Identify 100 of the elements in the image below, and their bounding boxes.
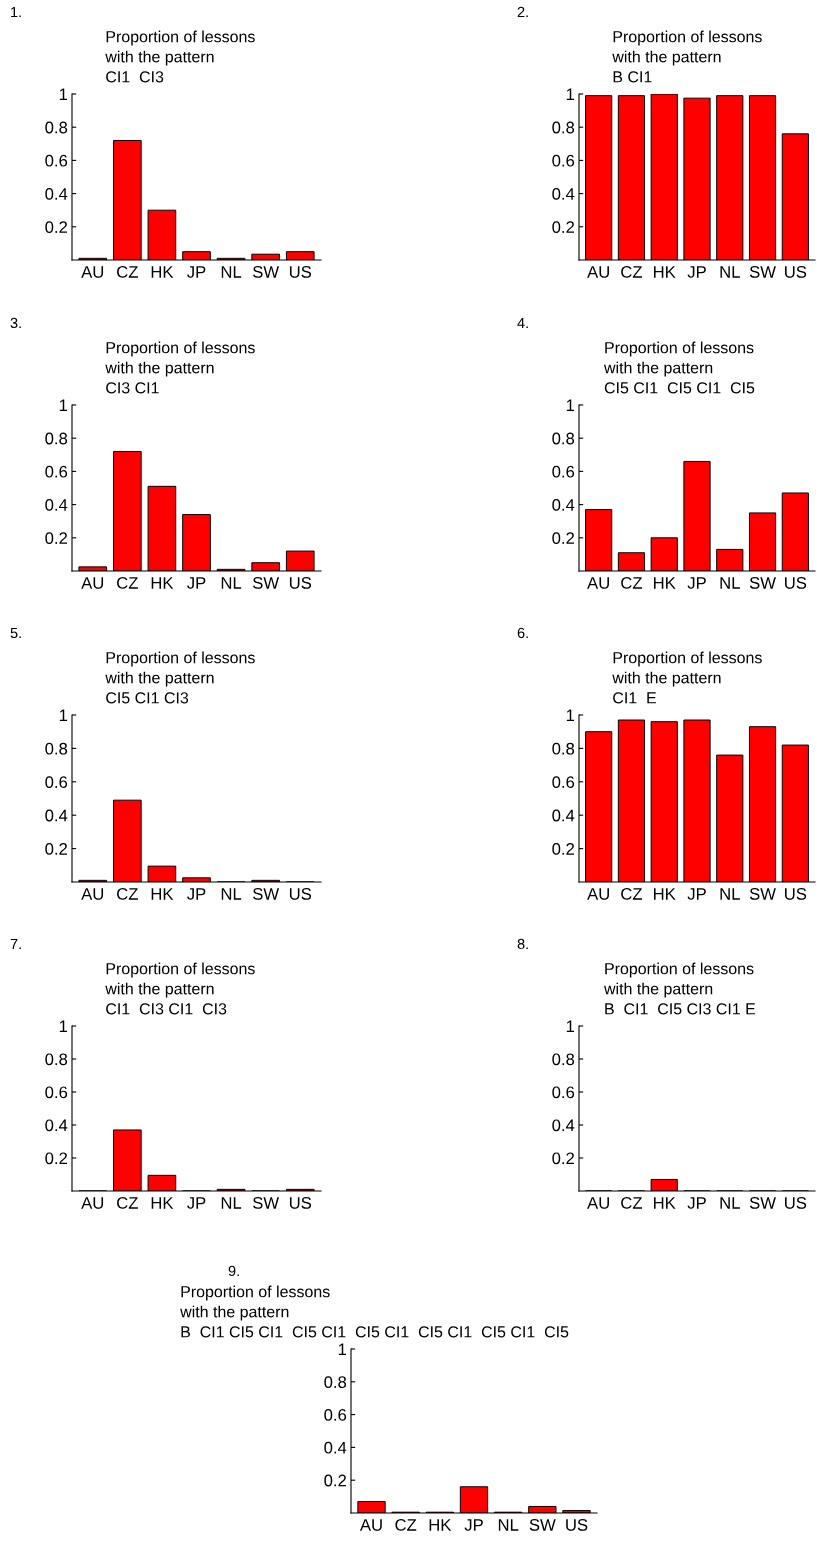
- x-tick-label: JP: [187, 577, 206, 589]
- y-tick-label: 0.6: [552, 776, 575, 788]
- text: 6.: [517, 627, 528, 639]
- y-tick-label: 1: [566, 399, 575, 412]
- y-tick-label: 0.2: [45, 532, 67, 544]
- y-tick-label: 0.6: [324, 1409, 347, 1421]
- x-tick-label: SW: [749, 1197, 776, 1209]
- y-tick-label: 0.4: [324, 1441, 347, 1454]
- y-tick-label: 1: [338, 1343, 347, 1356]
- chart-title: Proportion of lessons with the pattern B CI1 CI5 CI3 CI1 E: [603, 962, 756, 1015]
- x-tick-label: JP: [687, 266, 706, 278]
- y-tick-label: 0.2: [45, 221, 67, 233]
- y-tick-label: 0.8: [45, 742, 68, 755]
- chart-title: Proportion of lessons with the pattern CI1 CI3: [105, 30, 255, 83]
- y-tick-label: 0.2: [552, 1152, 574, 1165]
- text: 4.: [517, 317, 528, 328]
- y-tick-label: 0.8: [45, 432, 68, 445]
- chart-title: Proportion of lessons with the pattern B CI1 CI5 CI1 CI5 CI1 CI5 CI1 CI5 CI1 CI5 CI1 CI5: [180, 1285, 569, 1338]
- x-tick-label: JP: [464, 1519, 483, 1531]
- x-tick-label: JP: [187, 1197, 206, 1209]
- x-tick-label: CZ: [117, 266, 138, 278]
- y-tick-label: 0.2: [45, 843, 67, 855]
- y-tick-label: 0.8: [45, 121, 68, 134]
- x-tick-label: AU: [587, 577, 609, 589]
- x-tick-label: US: [785, 888, 807, 900]
- text: 9.: [228, 1265, 239, 1277]
- y-tick-label: 0.2: [45, 1152, 67, 1165]
- x-tick-label: HK: [654, 577, 676, 589]
- text: 2.: [517, 6, 528, 17]
- y-tick-label: 0.6: [45, 776, 68, 788]
- text: 7.: [10, 938, 21, 949]
- x-tick-label: NL: [221, 1197, 242, 1209]
- x-tick-label: AU: [81, 266, 104, 278]
- x-tick-label: US: [289, 577, 312, 589]
- x-tick-label: SW: [749, 266, 776, 278]
- y-tick-label: 0.8: [552, 1053, 575, 1066]
- x-tick-label: US: [785, 577, 807, 589]
- y-tick-label: 0.8: [552, 742, 575, 755]
- y-tick-label: 0.4: [552, 1119, 575, 1132]
- x-tick-label: AU: [587, 888, 609, 900]
- y-tick-label: 1: [59, 399, 68, 412]
- x-tick-label: NL: [720, 1197, 740, 1209]
- x-tick-label: AU: [587, 266, 609, 278]
- x-tick-label: JP: [187, 266, 206, 278]
- x-tick-label: NL: [221, 888, 242, 900]
- y-tick-label: 0.8: [45, 1053, 68, 1066]
- x-tick-label: CZ: [621, 1197, 643, 1209]
- x-tick-label: CZ: [621, 888, 643, 900]
- x-tick-label: US: [289, 1197, 312, 1209]
- x-tick-label: JP: [687, 577, 706, 589]
- x-tick-label: CZ: [621, 577, 643, 589]
- y-tick-label: 0.6: [552, 1086, 575, 1099]
- chart-title: Proportion of lessons with the pattern CI5 CI1 CI5 CI1 CI5: [603, 341, 755, 394]
- y-tick-label: 1: [59, 709, 68, 722]
- x-tick-label: SW: [253, 1197, 280, 1209]
- y-tick-label: 0.4: [45, 188, 68, 200]
- y-tick-label: 0.2: [552, 843, 574, 855]
- x-tick-label: CZ: [117, 577, 138, 589]
- y-tick-label: 0.6: [45, 465, 68, 478]
- chart-title: Proportion of lessons with the pattern CI1 CI3 CI1 CI3: [105, 962, 255, 1015]
- x-tick-label: SW: [253, 266, 280, 278]
- y-tick-label: 0.4: [552, 809, 575, 822]
- x-tick-label: AU: [81, 577, 104, 589]
- x-tick-label: SW: [529, 1519, 556, 1531]
- x-tick-label: SW: [749, 577, 776, 589]
- x-tick-label: US: [289, 888, 312, 900]
- x-tick-label: US: [785, 266, 807, 278]
- y-tick-label: 1: [59, 1020, 68, 1033]
- y-tick-label: 0.4: [552, 188, 575, 200]
- y-tick-label: 0.6: [552, 465, 575, 478]
- x-tick-label: CZ: [621, 266, 643, 278]
- x-tick-label: HK: [654, 888, 676, 900]
- y-tick-label: 0.8: [552, 121, 575, 134]
- x-tick-label: US: [289, 266, 312, 278]
- text: 1.: [11, 6, 21, 17]
- chart-title: Proportion of lessons with the pattern B CI1: [612, 30, 762, 83]
- y-tick-label: 0.6: [45, 1086, 68, 1099]
- y-tick-label: 0.6: [45, 154, 68, 167]
- x-tick-label: HK: [151, 1197, 174, 1209]
- x-tick-label: HK: [654, 1197, 676, 1209]
- x-tick-label: NL: [498, 1519, 519, 1531]
- y-tick-label: 0.2: [324, 1474, 346, 1487]
- chart-title: Proportion of lessons with the pattern CI1 E: [612, 651, 762, 704]
- y-tick-label: 1: [566, 1020, 575, 1033]
- text: 5.: [10, 627, 21, 639]
- x-tick-label: AU: [81, 1197, 104, 1209]
- x-tick-label: NL: [720, 577, 740, 589]
- chart-title: Proportion of lessons with the pattern CI3 CI1: [105, 341, 255, 394]
- x-tick-label: JP: [687, 1197, 706, 1209]
- y-tick-label: 0.8: [324, 1376, 347, 1388]
- x-tick-label: SW: [253, 577, 280, 589]
- x-tick-label: HK: [151, 266, 174, 278]
- x-tick-label: CZ: [395, 1519, 417, 1531]
- x-tick-label: NL: [221, 577, 242, 589]
- x-tick-label: HK: [429, 1519, 452, 1531]
- x-tick-label: US: [785, 1197, 807, 1209]
- y-tick-label: 0.4: [45, 499, 68, 511]
- x-tick-label: JP: [687, 888, 706, 900]
- x-tick-label: CZ: [117, 888, 138, 900]
- y-tick-label: 0.4: [552, 499, 575, 511]
